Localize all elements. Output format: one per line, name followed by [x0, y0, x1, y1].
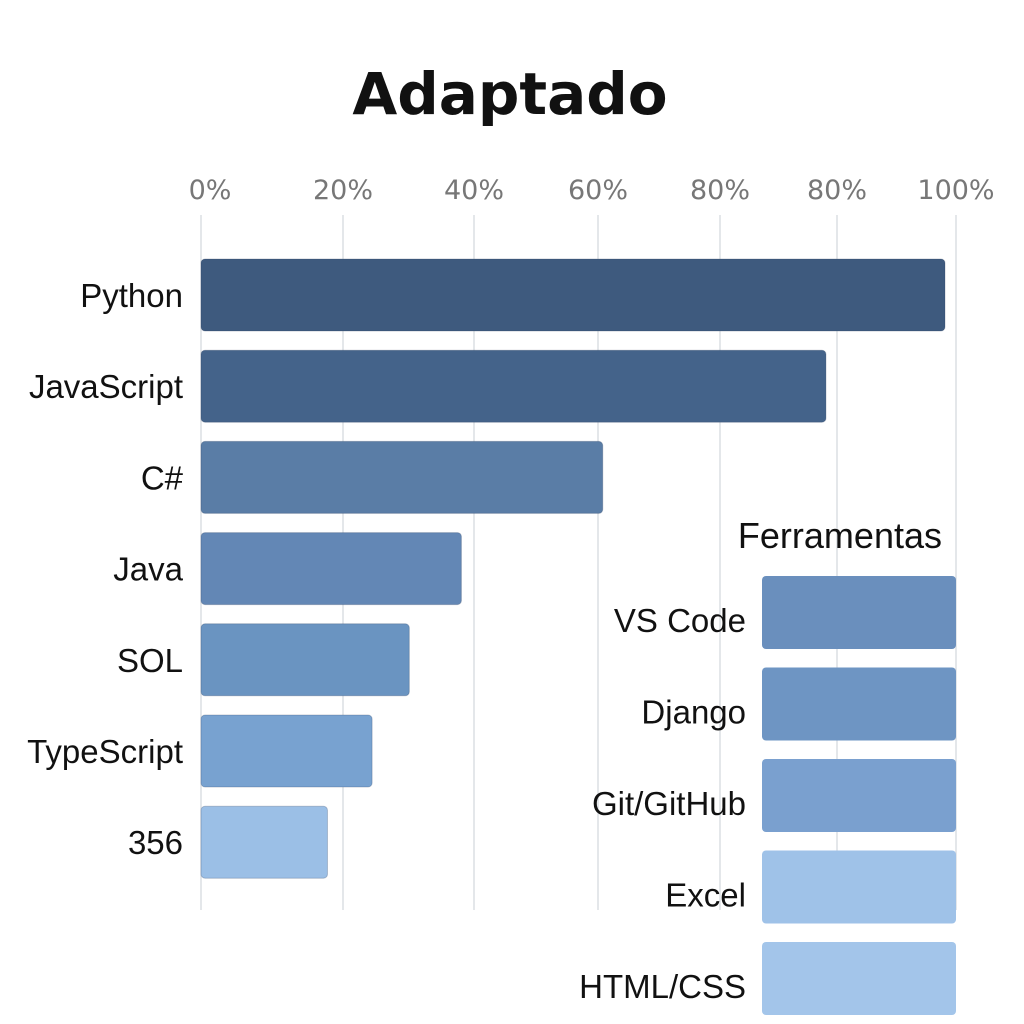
bar	[200, 714, 373, 788]
tool-bar	[762, 942, 956, 1015]
category-label: JavaScript	[29, 368, 183, 405]
tool-label: Django	[641, 694, 746, 731]
chart-title: Adaptado	[352, 60, 667, 128]
bar	[200, 532, 462, 606]
main-category-labels: Python JavaScript C# Java SOL TypeScript 356	[27, 277, 184, 861]
tools-title: Ferramentas	[738, 515, 942, 556]
tool-bar	[762, 759, 956, 832]
x-tick-label: 0%	[189, 175, 232, 206]
tool-label: HTML/CSS	[579, 968, 746, 1005]
category-label: Java	[113, 551, 183, 588]
tool-bars	[762, 576, 956, 1015]
tool-bar	[762, 667, 956, 741]
x-tick-label: 60%	[568, 175, 628, 206]
tool-label: VS Code	[614, 602, 746, 639]
x-tick-label: 100%	[917, 175, 994, 206]
x-axis-ticks: 0% 20% 40% 60% 80% 80% 100%	[189, 175, 995, 206]
x-tick-label: 20%	[313, 175, 373, 206]
x-tick-label: 40%	[444, 175, 504, 206]
category-label: C#	[141, 459, 184, 496]
category-label: 356	[128, 824, 183, 861]
tool-label: Git/GitHub	[592, 785, 746, 822]
main-bars	[200, 258, 946, 879]
category-label: SOL	[117, 642, 183, 679]
tool-label: Excel	[665, 877, 746, 914]
bar	[200, 258, 946, 332]
tool-labels: VS Code Django Git/GitHub Excel HTML/CSS	[579, 602, 746, 1005]
category-label: Python	[80, 277, 183, 314]
x-tick-label: 80%	[807, 175, 867, 206]
bar	[200, 440, 604, 514]
tool-bar	[762, 850, 956, 924]
tool-bar	[762, 576, 956, 649]
bar	[200, 805, 328, 879]
bar	[200, 623, 410, 697]
bar	[200, 349, 827, 423]
category-label: TypeScript	[27, 733, 183, 770]
x-tick-label: 80%	[690, 175, 750, 206]
